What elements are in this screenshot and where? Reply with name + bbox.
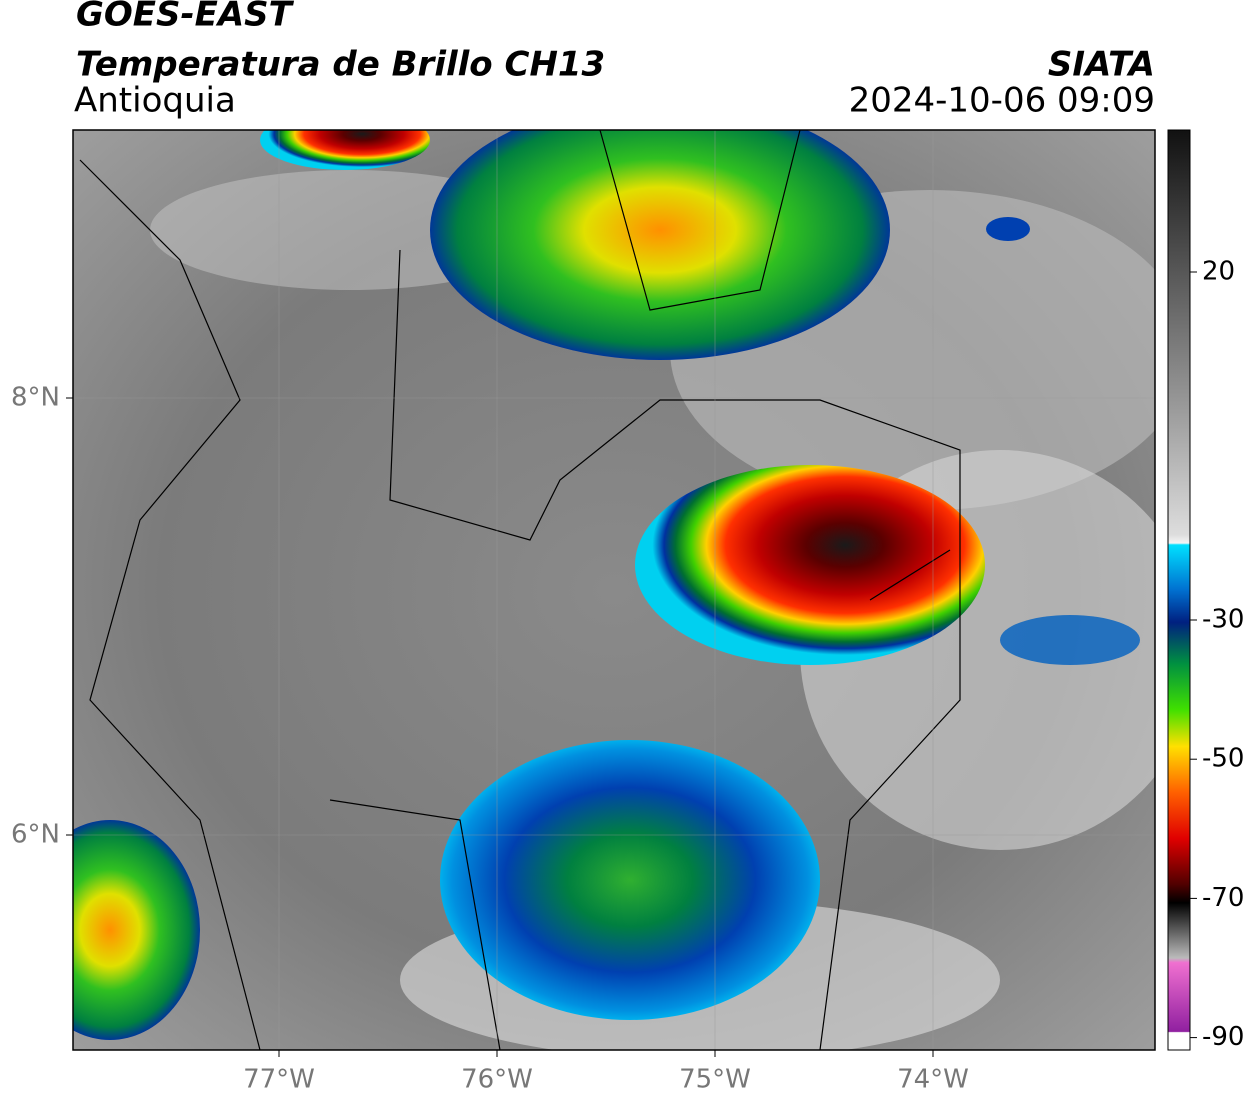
lon-tick-label: 76°W	[461, 1065, 533, 1095]
lon-tick-label: 77°W	[243, 1065, 315, 1095]
source: SIATA	[1048, 45, 1155, 85]
subtitle: Temperatura de Brillo CH13	[76, 45, 605, 85]
lat-tick-label: 6°N	[11, 820, 60, 850]
colorbar-tick-label: -30	[1202, 605, 1244, 635]
datetime: 2024-10-06 09:09	[849, 81, 1155, 121]
colorbar-tick-label: -70	[1202, 883, 1244, 913]
colorbar-tick-label: -50	[1202, 744, 1244, 774]
colorbar-tick-label: -90	[1202, 1022, 1244, 1052]
colorbar	[1167, 129, 1191, 1051]
map-frame	[72, 129, 1156, 1051]
region: Antioquia	[74, 81, 236, 121]
title: GOES-EAST	[76, 0, 295, 35]
lat-tick-label: 8°N	[11, 383, 60, 413]
lon-tick-label: 74°W	[897, 1065, 969, 1095]
colorbar-tick-label: 20	[1202, 257, 1235, 287]
satellite-image	[73, 130, 1155, 1050]
lon-tick-label: 75°W	[679, 1065, 751, 1095]
graticule	[66, 130, 1155, 1057]
